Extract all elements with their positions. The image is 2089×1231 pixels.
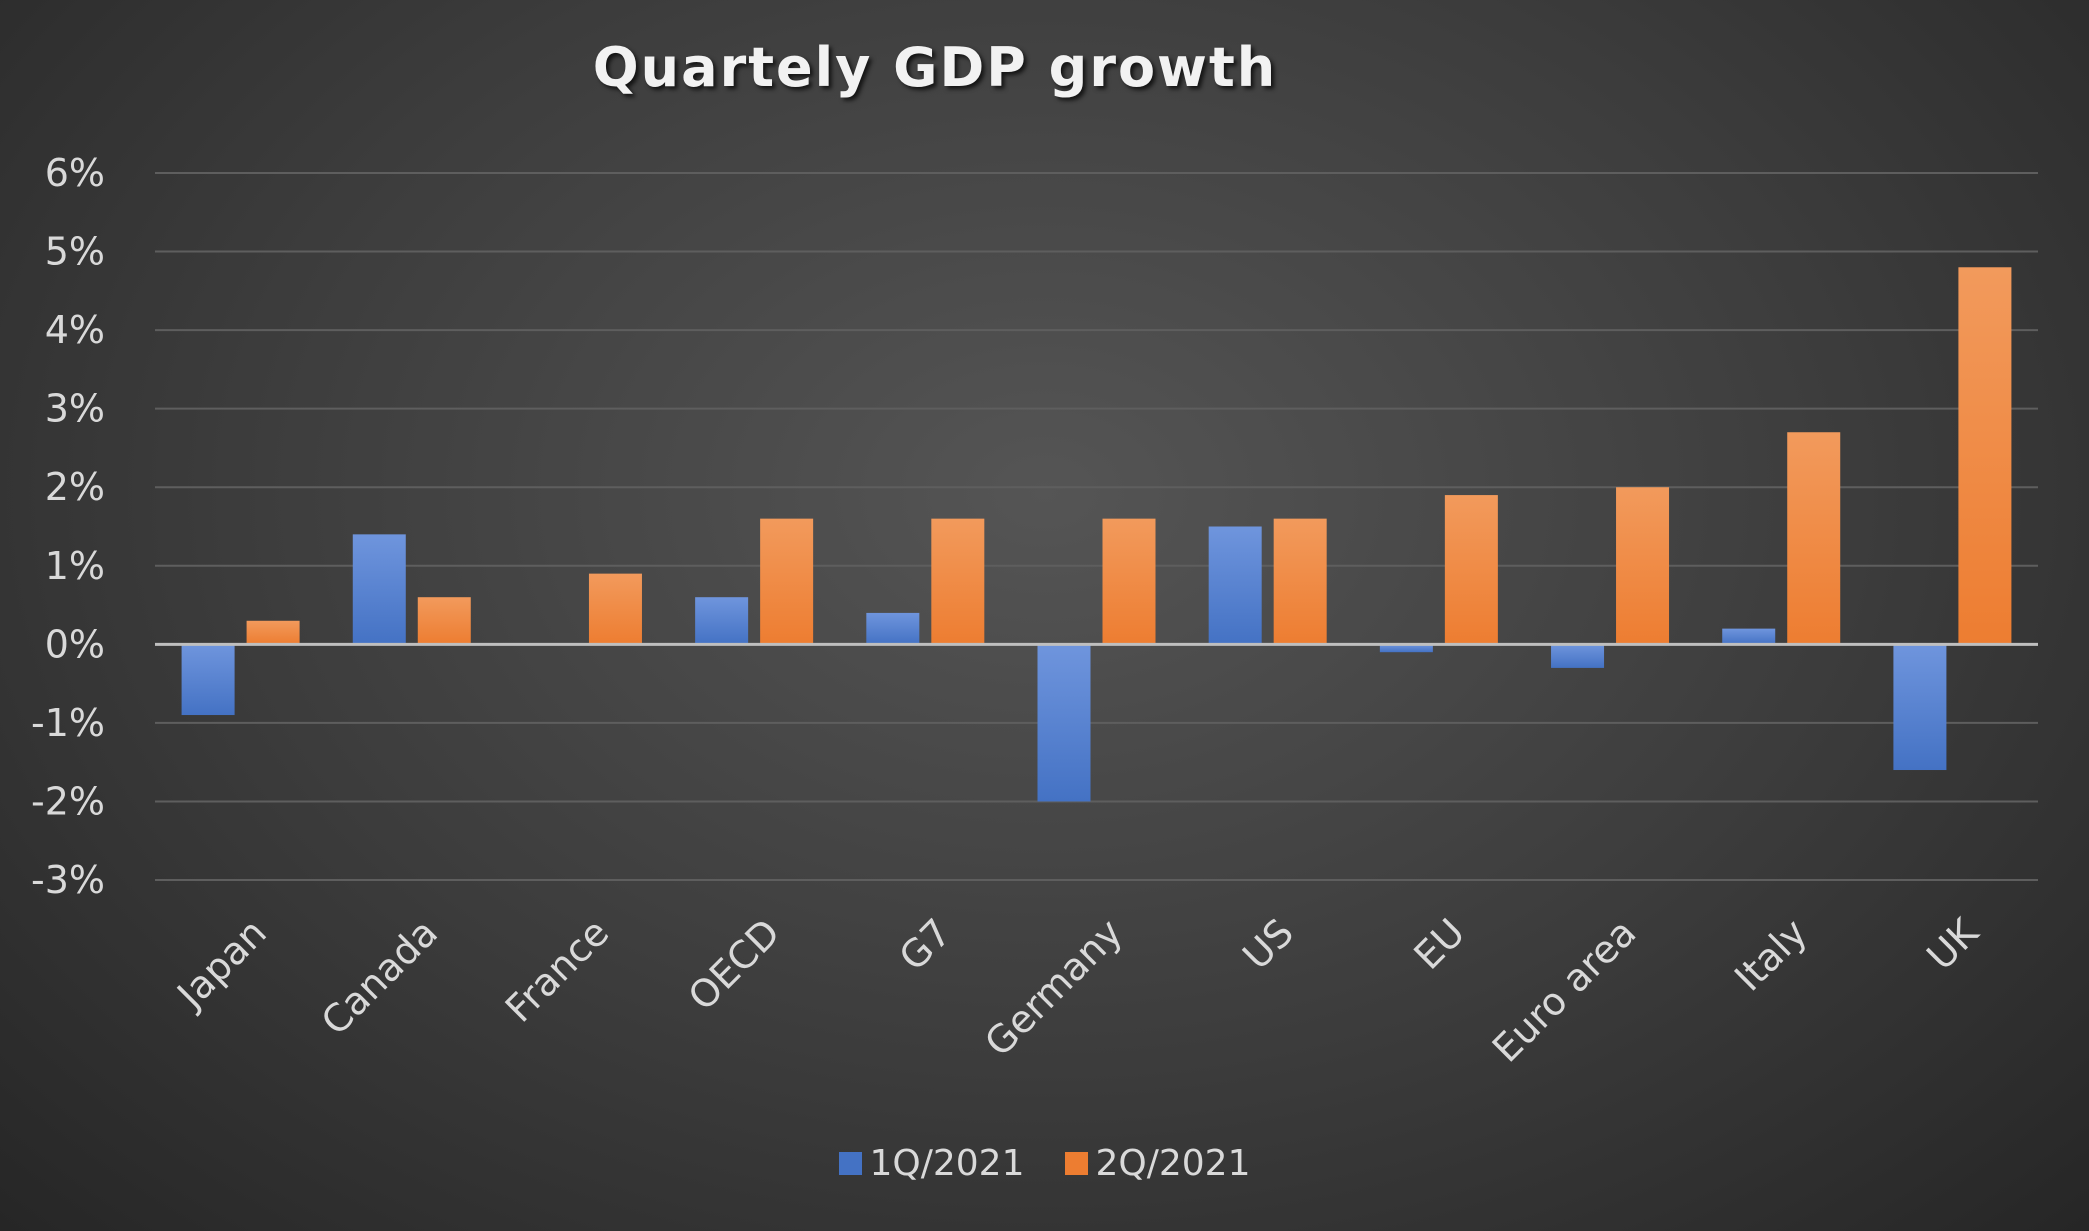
- bar-2q: [1787, 432, 1841, 645]
- bar-2q: [1444, 495, 1498, 645]
- bar-2q: [1273, 518, 1327, 645]
- bar-2q: [931, 518, 985, 645]
- x-tick-label: Euro area: [1484, 910, 1644, 1070]
- bar-1q: [352, 534, 406, 645]
- bar-1q: [181, 644, 235, 716]
- legend-label-2q: 2Q/2021: [1095, 1143, 1251, 1184]
- x-tick-label: G7: [891, 910, 960, 979]
- chart-title: Quartely GDP growth: [592, 36, 1278, 99]
- x-tick-label: OECD: [680, 910, 789, 1019]
- y-tick-label: 6%: [45, 151, 105, 195]
- bar-2q: [1958, 267, 2012, 645]
- bar-1q: [695, 597, 749, 645]
- bar-1q: [1893, 644, 1947, 771]
- y-tick-label: 4%: [45, 308, 105, 352]
- legend-swatch-2q: [1064, 1152, 1088, 1175]
- bar-1q: [1379, 644, 1433, 653]
- x-tick-label: EU: [1405, 910, 1473, 978]
- legend-item-2q: 2Q/2021: [1064, 1143, 1251, 1184]
- bar-2q: [1616, 487, 1670, 645]
- bar-2q: [760, 518, 814, 645]
- x-tick-label: Germany: [976, 910, 1131, 1065]
- y-tick-label: 0%: [45, 622, 105, 666]
- bar-2q: [588, 573, 642, 645]
- x-tick-label: France: [497, 910, 617, 1030]
- y-tick-label: 3%: [45, 387, 105, 431]
- bar-1q: [1037, 644, 1091, 802]
- bar-2q: [417, 597, 471, 645]
- y-tick-label: -1%: [31, 701, 105, 745]
- legend-label-1q: 1Q/2021: [869, 1143, 1025, 1184]
- bar-1q: [1722, 628, 1776, 645]
- y-tick-label: 1%: [45, 544, 105, 588]
- x-tick-label: Japan: [167, 910, 274, 1017]
- bar-1q: [866, 612, 920, 645]
- y-tick-label: 2%: [45, 465, 105, 509]
- legend-item-1q: 1Q/2021: [838, 1143, 1025, 1184]
- y-tick-label: -2%: [31, 779, 105, 823]
- x-tick-label: US: [1234, 910, 1302, 978]
- bar-2q: [246, 620, 300, 645]
- legend: 1Q/2021 2Q/2021: [0, 1143, 2089, 1184]
- legend-swatch-1q: [838, 1152, 862, 1175]
- bar-1q: [1551, 644, 1605, 668]
- x-tick-label: Italy: [1726, 910, 1815, 999]
- x-tick-label: UK: [1918, 909, 1987, 978]
- y-tick-label: -3%: [31, 858, 105, 902]
- bar-1q: [1208, 526, 1262, 645]
- y-tick-label: 5%: [45, 230, 105, 274]
- x-tick-label: Canada: [313, 910, 446, 1043]
- bar-2q: [1102, 518, 1156, 645]
